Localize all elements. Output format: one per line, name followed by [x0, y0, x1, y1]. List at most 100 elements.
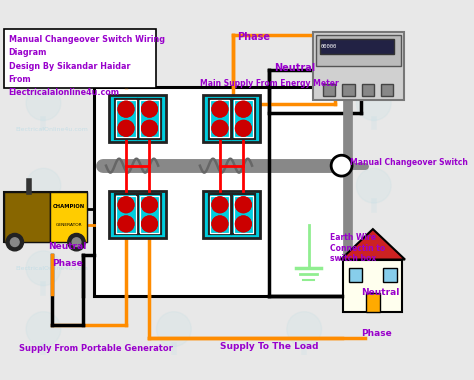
Circle shape: [118, 197, 134, 212]
Bar: [362, 84, 374, 96]
Text: Neutral: Neutral: [361, 288, 399, 297]
Circle shape: [236, 101, 251, 117]
Circle shape: [6, 233, 24, 251]
Bar: [381, 84, 393, 96]
Circle shape: [356, 86, 391, 120]
Bar: [209, 99, 231, 139]
Bar: [4, 29, 156, 88]
Circle shape: [212, 101, 228, 117]
Circle shape: [212, 197, 228, 212]
Text: Manual Changeover Switch Wiring
Diagram
Design By Sikandar Haidar
From
Electrica: Manual Changeover Switch Wiring Diagram …: [9, 35, 164, 97]
Bar: [234, 196, 253, 233]
Text: ElectricalOnline4u.com: ElectricalOnline4u.com: [250, 196, 323, 201]
Circle shape: [72, 238, 81, 247]
Circle shape: [356, 251, 391, 286]
Circle shape: [126, 86, 161, 120]
Text: GENERATOR: GENERATOR: [55, 223, 82, 226]
Circle shape: [142, 101, 157, 117]
Bar: [366, 293, 380, 312]
Circle shape: [252, 168, 287, 203]
Bar: [348, 268, 363, 282]
Text: Phase: Phase: [361, 329, 392, 338]
Bar: [115, 99, 137, 139]
Bar: [209, 194, 231, 234]
Bar: [140, 196, 159, 233]
Bar: [209, 99, 231, 139]
Bar: [232, 99, 255, 139]
Bar: [117, 100, 136, 137]
Circle shape: [212, 216, 228, 232]
Bar: [109, 191, 166, 238]
Circle shape: [331, 155, 352, 176]
Circle shape: [10, 238, 19, 247]
Bar: [383, 268, 397, 282]
Circle shape: [212, 120, 228, 136]
Bar: [343, 260, 402, 312]
Bar: [140, 100, 159, 137]
Bar: [115, 194, 137, 234]
Text: Supply From Portable Generator: Supply From Portable Generator: [18, 344, 173, 353]
Text: Phase: Phase: [237, 32, 270, 42]
Circle shape: [118, 101, 134, 117]
Text: ElectricalOnline4u.com: ElectricalOnline4u.com: [16, 196, 89, 201]
Bar: [232, 194, 255, 234]
Circle shape: [236, 197, 251, 212]
Bar: [210, 196, 229, 233]
Text: ElectricalOnline4u.com: ElectricalOnline4u.com: [137, 196, 210, 201]
Text: 00000: 00000: [320, 44, 337, 49]
Circle shape: [26, 168, 61, 203]
Bar: [140, 196, 159, 233]
Bar: [342, 84, 355, 96]
Circle shape: [118, 197, 134, 212]
Circle shape: [212, 120, 228, 136]
Circle shape: [142, 197, 157, 212]
Text: ElectricalOnline4u.com: ElectricalOnline4u.com: [16, 127, 89, 131]
Circle shape: [142, 101, 157, 117]
Circle shape: [142, 120, 157, 136]
Text: Neutral: Neutral: [274, 63, 315, 73]
Bar: [115, 194, 137, 234]
Bar: [117, 196, 136, 233]
Text: ElectricalOnline4u.com: ElectricalOnline4u.com: [250, 127, 323, 131]
Bar: [234, 196, 253, 233]
Circle shape: [142, 197, 157, 212]
Circle shape: [118, 120, 134, 136]
Bar: [320, 39, 394, 54]
Circle shape: [142, 216, 157, 232]
Bar: [234, 100, 253, 137]
Circle shape: [252, 86, 287, 120]
Circle shape: [118, 216, 134, 232]
Text: CHAMPION: CHAMPION: [53, 204, 85, 209]
Circle shape: [252, 251, 287, 286]
Circle shape: [26, 251, 61, 286]
Text: ElectricalOnline4u.com: ElectricalOnline4u.com: [137, 127, 210, 131]
Bar: [323, 84, 336, 96]
Circle shape: [126, 168, 161, 203]
Bar: [109, 95, 166, 142]
Circle shape: [236, 101, 251, 117]
Text: Main Supply From Energy Meter: Main Supply From Energy Meter: [200, 79, 338, 88]
Bar: [202, 191, 260, 238]
Bar: [115, 99, 137, 139]
Bar: [138, 99, 161, 139]
Circle shape: [236, 120, 251, 136]
Circle shape: [156, 312, 191, 347]
Bar: [140, 100, 159, 137]
Circle shape: [356, 168, 391, 203]
Circle shape: [142, 120, 157, 136]
Bar: [138, 194, 161, 234]
Bar: [209, 194, 231, 234]
Circle shape: [236, 197, 251, 212]
Bar: [138, 194, 161, 234]
Text: Phase: Phase: [52, 260, 83, 268]
Bar: [50, 192, 87, 242]
Text: Neutral: Neutral: [48, 242, 86, 251]
Bar: [210, 196, 229, 233]
Circle shape: [212, 197, 228, 212]
Text: Manual Changeover Switch: Manual Changeover Switch: [350, 158, 468, 167]
Circle shape: [126, 251, 161, 286]
Circle shape: [236, 120, 251, 136]
Circle shape: [212, 101, 228, 117]
Circle shape: [68, 233, 85, 251]
Polygon shape: [341, 229, 405, 260]
